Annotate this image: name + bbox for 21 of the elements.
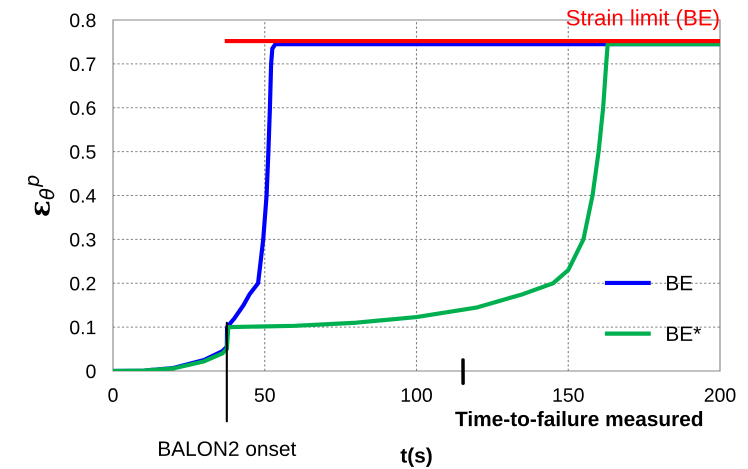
y-tick-label: 0.5: [70, 145, 96, 159]
y-tick-label: 0: [86, 364, 96, 378]
y-tick-label: 0.3: [70, 232, 96, 247]
annotation: Strain limit (BE): [566, 9, 719, 30]
legend-label: BE: [667, 276, 692, 290]
y-tick-label: 0.8: [70, 13, 96, 28]
y-tick-label: 0.4: [70, 188, 96, 203]
x-tick-label: 200: [704, 388, 736, 402]
x-axis-title: t(s): [400, 447, 432, 467]
x-tick-label: 100: [402, 388, 432, 402]
y-axis-title: ε$_{θ}$$^{p}$: [28, 176, 54, 216]
y-tick-label: 0.2: [70, 276, 96, 290]
x-tick-label: 50: [254, 388, 275, 402]
text: Time-to-failure measured: [455, 411, 702, 426]
x-tick-label: 0: [108, 388, 118, 402]
y-tick-label: 0.1: [70, 320, 96, 334]
y-tick-label: 0.6: [70, 101, 96, 115]
x-tick-label: 150: [554, 388, 584, 402]
annotation: BALON2 onset: [159, 441, 296, 456]
y-tick-label: 0.7: [70, 57, 96, 72]
legend-label: BE*: [667, 326, 701, 341]
